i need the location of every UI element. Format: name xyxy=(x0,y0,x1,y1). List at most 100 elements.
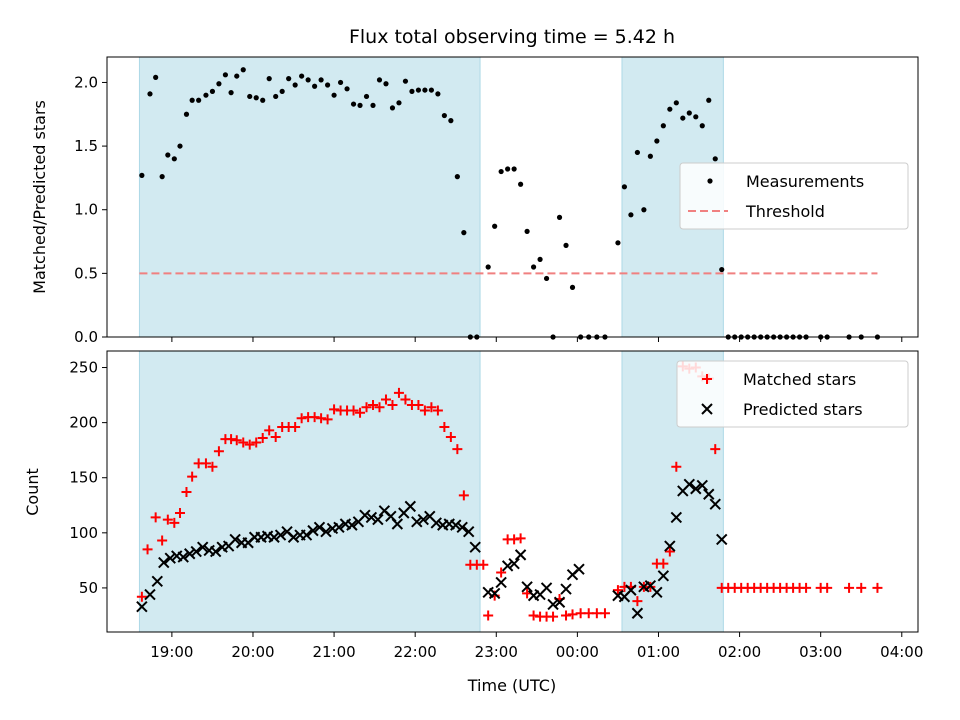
measurement-point xyxy=(415,87,422,93)
matched-point xyxy=(238,437,249,448)
predicted-point xyxy=(690,483,702,495)
matched-point xyxy=(316,413,327,424)
x-tick-label: 02:00 xyxy=(718,643,761,661)
measurement-point xyxy=(331,92,337,98)
matched-point xyxy=(231,435,242,446)
measurement-point xyxy=(189,97,195,103)
matched-point xyxy=(257,433,268,444)
predicted-point xyxy=(709,498,721,510)
measurement-point xyxy=(428,87,434,93)
predicted-point xyxy=(664,540,676,552)
measurement-point xyxy=(537,256,543,262)
matched-point xyxy=(309,412,320,423)
measurement-point xyxy=(147,91,153,97)
matched-point xyxy=(136,591,147,602)
chart-title: Flux total observing time = 5.42 h xyxy=(349,26,675,48)
matched-point xyxy=(844,582,855,593)
matched-point xyxy=(612,585,623,596)
matched-point xyxy=(157,535,168,546)
predicted-point xyxy=(547,598,559,611)
y-tick-label: 100 xyxy=(69,524,98,542)
measurement-point xyxy=(628,212,634,218)
measurement-point xyxy=(247,93,253,100)
predicted-point xyxy=(346,519,358,531)
y-tick-label: 1.5 xyxy=(74,137,98,155)
matched-point xyxy=(187,471,198,482)
matched-point xyxy=(872,582,883,593)
predicted-point xyxy=(365,511,378,524)
predicted-point xyxy=(164,552,176,564)
legend-label: Threshold xyxy=(745,202,825,221)
legend-label: Matched stars xyxy=(743,370,856,389)
measurement-point xyxy=(183,111,190,117)
measurement-point xyxy=(518,181,524,187)
measurement-point xyxy=(177,143,183,149)
predicted-point xyxy=(657,570,670,582)
matched-point xyxy=(387,399,398,410)
predicted-point xyxy=(300,529,313,541)
measurement-point xyxy=(383,81,389,87)
x-tick-label: 19:00 xyxy=(150,643,193,661)
predicted-point xyxy=(495,576,507,589)
matched-point xyxy=(181,487,192,498)
measurement-point xyxy=(680,115,686,121)
legend-marker-measurements xyxy=(707,178,713,184)
y-tick-label: 0.5 xyxy=(74,264,98,282)
bottom-panel-counts: 50 100 150 200 250 19:00 20:00 21:00 22:00 23:00 0… xyxy=(69,350,923,661)
measurement-point xyxy=(171,156,177,162)
matched-point xyxy=(671,461,682,472)
matched-point xyxy=(264,425,275,436)
shaded-window-1 xyxy=(138,56,481,338)
predicted-point xyxy=(359,509,371,521)
measurement-point xyxy=(344,86,350,92)
x-tick-label: 04:00 xyxy=(880,643,923,661)
predicted-point xyxy=(540,582,553,594)
matched-point xyxy=(207,461,218,472)
measurement-point xyxy=(357,102,363,108)
measurement-point xyxy=(337,79,344,86)
measurement-point xyxy=(165,152,171,158)
predicted-point xyxy=(196,541,209,553)
measurement-point xyxy=(498,168,504,175)
measurement-point xyxy=(240,67,246,73)
measurement-point xyxy=(196,97,202,103)
top-y-axis-label: Matched/Predicted stars xyxy=(30,100,49,294)
matched-point xyxy=(478,559,489,570)
x-tick-label: 20:00 xyxy=(231,643,274,661)
legend-box xyxy=(679,162,909,230)
predicted-point xyxy=(625,584,637,596)
matched-point xyxy=(142,544,153,555)
measurement-point xyxy=(305,77,311,83)
measurement-point xyxy=(396,100,402,106)
measurement-point xyxy=(441,112,447,119)
x-tick-label: 23:00 xyxy=(475,643,518,661)
predicted-point xyxy=(462,526,475,538)
matched-point xyxy=(169,517,180,528)
predicted-point xyxy=(508,557,520,570)
matched-point xyxy=(174,507,185,518)
measurement-point xyxy=(569,284,576,290)
measurement-point xyxy=(376,77,383,83)
matched-point xyxy=(419,405,430,416)
matched-point xyxy=(632,596,643,607)
matched-point xyxy=(458,490,469,501)
predicted-point xyxy=(450,519,462,531)
measurement-point xyxy=(641,207,647,213)
axes-frame xyxy=(106,350,919,633)
predicted-point xyxy=(631,607,644,619)
measurement-point xyxy=(524,228,530,234)
x-tick-label: 00:00 xyxy=(556,643,599,661)
measurement-point xyxy=(435,91,441,97)
measurement-point xyxy=(699,123,705,129)
predicted-point xyxy=(521,581,533,593)
predicted-point xyxy=(372,513,384,526)
matched-point xyxy=(439,422,450,433)
measurement-point xyxy=(673,100,679,106)
matched-point xyxy=(822,582,833,593)
predicted-point xyxy=(391,518,404,530)
matched-point xyxy=(368,399,379,410)
matched-point xyxy=(515,533,526,544)
matched-point xyxy=(200,458,211,469)
predicted-point xyxy=(488,587,501,600)
